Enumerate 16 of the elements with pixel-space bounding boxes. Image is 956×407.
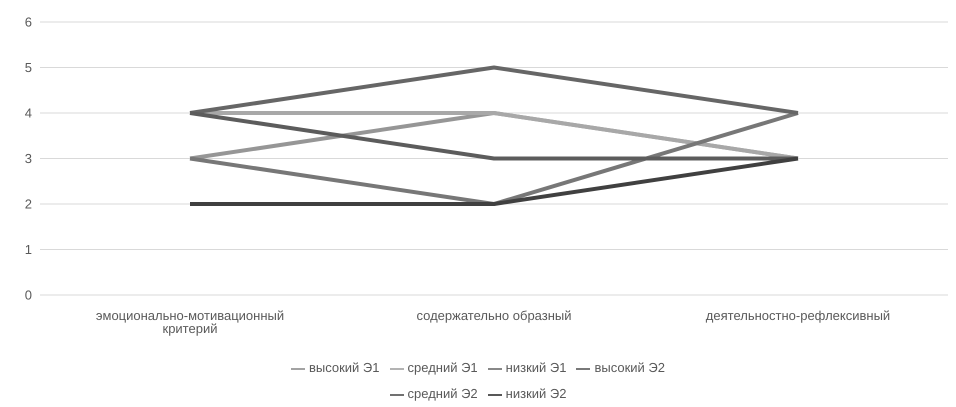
y-tick-label: 3 (24, 151, 32, 166)
legend-label: низкий Э1 (506, 360, 566, 375)
x-tick-label: эмоционально-мотивационный критерий (96, 308, 284, 336)
legend-label: высокий Э1 (308, 360, 380, 375)
legend-label: средний Э1 (408, 360, 478, 375)
legend-label: высокий Э2 (594, 360, 666, 375)
y-tick-label: 2 (24, 196, 32, 212)
y-tick-label: 6 (24, 14, 32, 30)
x-tick-label: деятельностно-рефлексивный (706, 308, 890, 324)
legend-label: средний Э2 (408, 386, 478, 401)
legend-label: низкий Э2 (506, 386, 566, 401)
y-tick-label: 4 (24, 106, 32, 121)
y-tick-label: 5 (24, 60, 32, 76)
y-tick-label: 1 (24, 242, 32, 258)
y-tick-label: 0 (24, 288, 32, 303)
x-tick-label: содержательно образный (416, 308, 572, 324)
